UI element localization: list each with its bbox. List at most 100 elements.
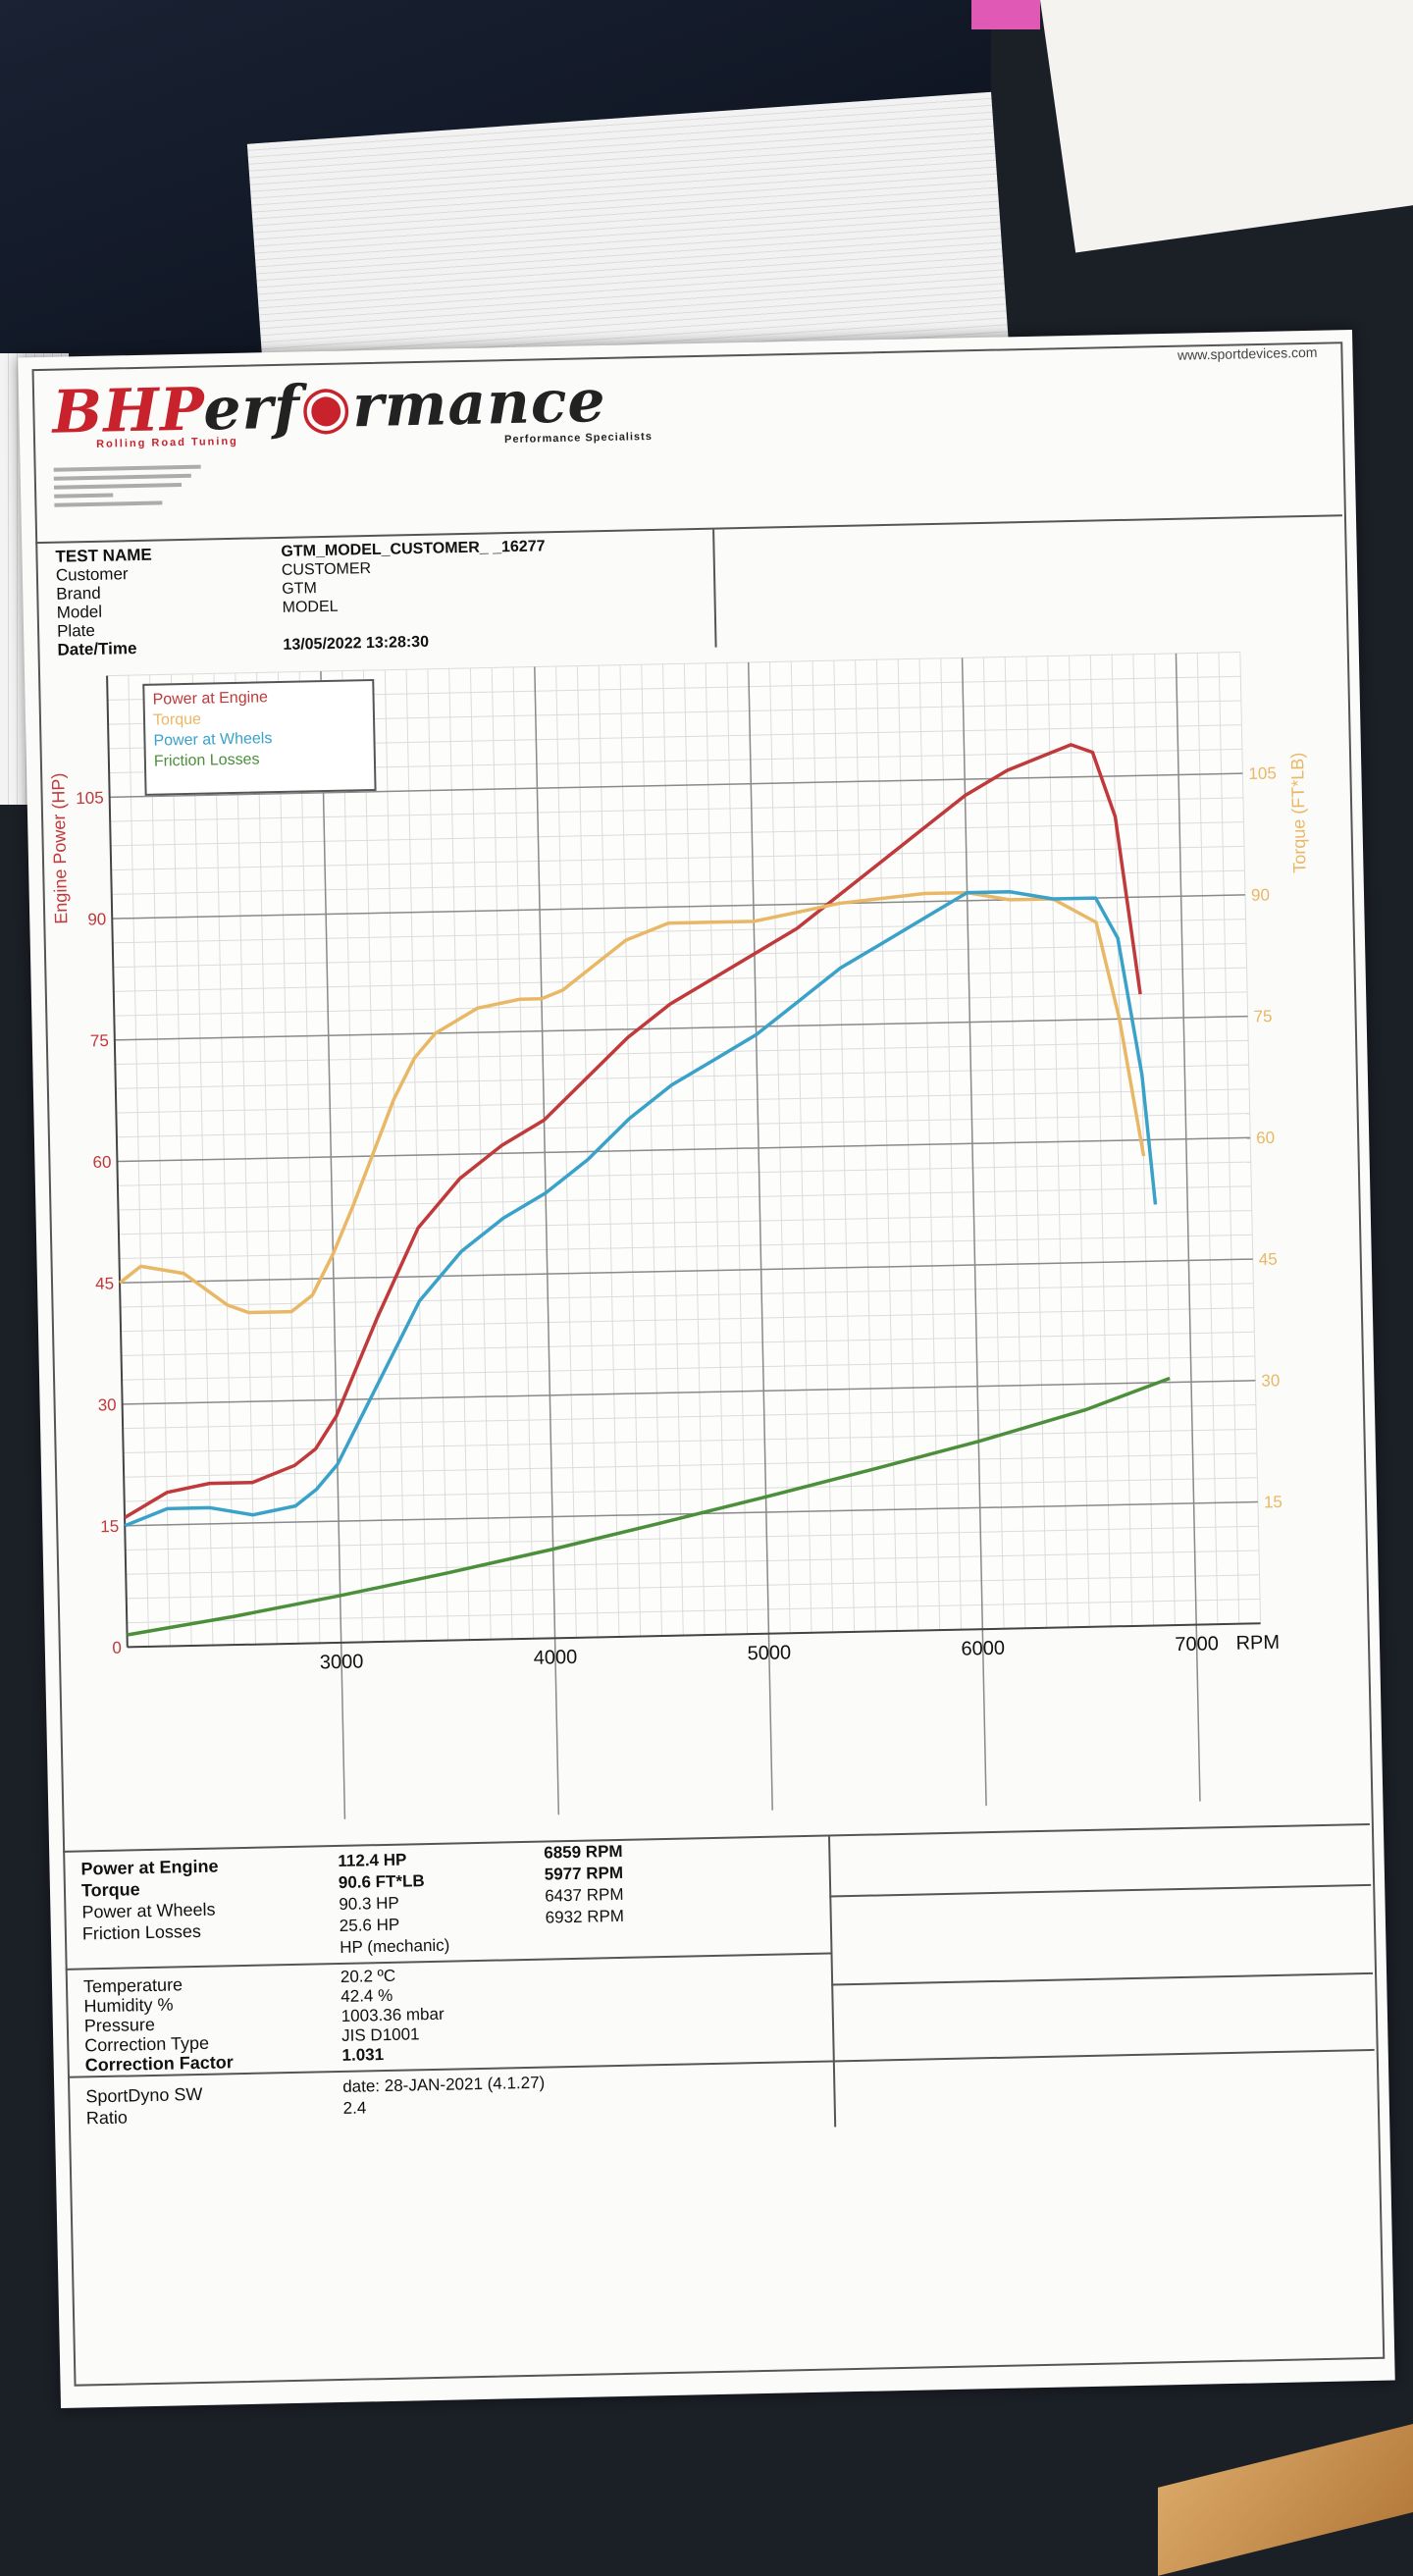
y-tick-label: 105: [76, 788, 104, 808]
value-ratio: 2.4: [342, 2098, 367, 2118]
value-torque: 90.6 FT*LB: [338, 1871, 425, 1892]
grid-minor-y: [123, 1428, 1257, 1453]
grid-minor-y: [117, 1161, 1251, 1186]
grid-minor-y: [122, 1355, 1255, 1381]
x-tick-label: 3000: [320, 1651, 364, 1673]
label-model: Model: [56, 602, 103, 622]
grid-major-y: [109, 772, 1243, 799]
label-brand: Brand: [56, 583, 101, 604]
value-software: date: 28-JAN-2021 (4.1.27): [342, 2073, 546, 2096]
wood-edge: [1158, 2424, 1413, 2576]
grid-minor-y: [121, 1307, 1254, 1333]
grid-major-x: [534, 666, 560, 1815]
rpm-power-engine: 6859 RPM: [544, 1841, 623, 1863]
rpm-power-wheels: 6437 RPM: [545, 1884, 624, 1906]
x-unit-label: RPM: [1235, 1632, 1280, 1655]
grid-minor-y: [114, 991, 1248, 1017]
value-friction: 25.6 HP: [339, 1915, 400, 1935]
grid-minor-y: [110, 797, 1243, 822]
label-software: SportDyno SW: [85, 2083, 203, 2107]
value-datetime: 13/05/2022 13:28:30: [283, 633, 430, 654]
label-datetime: Date/Time: [57, 638, 137, 659]
grid-minor-y: [116, 1088, 1250, 1114]
grid-major-y: [122, 1380, 1256, 1405]
y-tick-label: 15: [100, 1517, 119, 1536]
grid-minor-y: [119, 1234, 1253, 1260]
y-axis: [106, 675, 129, 1648]
y2-tick-label: 30: [1261, 1371, 1280, 1390]
value-brand: GTM: [282, 580, 317, 598]
grid-minor-y: [115, 1064, 1249, 1089]
grid-minor-y: [124, 1452, 1257, 1478]
value-test-name: GTM_MODEL_CUSTOMER_ _16277: [281, 538, 546, 560]
y-tick-label: 90: [87, 910, 106, 928]
x-tick-label: 6000: [961, 1638, 1005, 1660]
series-line-0: [124, 743, 1142, 1519]
grid-minor-y: [123, 1404, 1256, 1430]
label-customer: Customer: [55, 564, 129, 585]
logo-dial-icon: ◉: [299, 372, 354, 443]
y2-tick-label: 75: [1253, 1007, 1272, 1025]
logo-part-2: erf: [202, 373, 301, 445]
label-power-engine: Power at Engine: [80, 1856, 219, 1879]
label-ratio: Ratio: [85, 2107, 129, 2129]
rpm-torque: 5977 RPM: [544, 1863, 624, 1884]
grid-minor-y: [113, 942, 1247, 969]
grid-minor-y: [113, 967, 1247, 992]
y2-tick-label: 90: [1251, 885, 1270, 904]
grid-major-y: [114, 1015, 1248, 1041]
y-tick-label: 75: [90, 1031, 109, 1050]
y-axis-title: Engine Power (HP): [48, 772, 71, 923]
rpm-friction: 6932 RPM: [545, 1906, 625, 1927]
y2-axis-title: Torque (FT*LB): [1287, 753, 1310, 873]
label-power-wheels: Power at Wheels: [81, 1899, 216, 1922]
y-tick-label: 0: [112, 1639, 122, 1657]
x-tick-label: 7000: [1175, 1633, 1219, 1656]
pink-tab: [971, 0, 1040, 29]
grid-minor-y: [118, 1210, 1252, 1235]
grid-major-y: [117, 1136, 1251, 1163]
chart-legend: Power at Engine Torque Power at Wheels F…: [142, 678, 377, 796]
x-axis: [127, 1622, 1261, 1649]
y2-tick-label: 105: [1248, 763, 1277, 783]
grid-minor-y: [120, 1283, 1254, 1308]
grid-minor-y: [111, 869, 1245, 895]
grid-minor-y: [124, 1477, 1258, 1502]
value-power-engine: 112.4 HP: [338, 1850, 407, 1870]
series-line-3: [127, 1376, 1171, 1637]
y2-tick-label: 15: [1264, 1493, 1282, 1511]
results-table: Power at Engine 112.4 HP 6859 RPM Torque…: [63, 1822, 1377, 2167]
dyno-sheet: www.sportdevices.com BHPerf◉rmance Rolli…: [18, 329, 1395, 2409]
note-sheet: [1040, 0, 1413, 253]
grid-minor-y: [127, 1598, 1261, 1624]
dyno-chart: 0 15 30 45 60 75 90 105 15 30 45 60 75 90 105 3000 4000 5…: [48, 651, 1310, 1819]
value-model: MODEL: [282, 598, 339, 616]
series-line-2: [124, 889, 1158, 1528]
logo-part-3: rmance: [351, 366, 607, 442]
grid-minor-y: [125, 1525, 1259, 1551]
grid-minor-y: [115, 1039, 1249, 1066]
grid-major-y: [120, 1258, 1253, 1285]
y-tick-label: 45: [95, 1274, 114, 1292]
grid-minor-y: [107, 651, 1240, 677]
x-tick-label: 4000: [534, 1647, 578, 1669]
company-address: [53, 459, 251, 512]
y-tick-label: 30: [98, 1395, 117, 1414]
grid-minor-y: [116, 1113, 1250, 1138]
grid-minor-y: [126, 1550, 1260, 1575]
grid-minor-y: [118, 1185, 1252, 1211]
grid-major-x: [1175, 653, 1201, 1802]
grid-minor-y: [121, 1331, 1255, 1356]
x-tick-label: 5000: [747, 1642, 791, 1664]
website-text: www.sportdevices.com: [1177, 343, 1318, 363]
y2-tick-label: 60: [1256, 1129, 1275, 1147]
grid-minor-y: [126, 1574, 1260, 1600]
label-correction-factor: Correction Factor: [84, 2052, 234, 2076]
label-plate: Plate: [56, 620, 96, 641]
value-hp-mechanic: HP (mechanic): [340, 1935, 450, 1957]
y-tick-label: 60: [92, 1153, 111, 1172]
grid-minor-y: [110, 821, 1244, 847]
label-test-name: TEST NAME: [55, 545, 152, 566]
value-customer: CUSTOMER: [281, 559, 372, 579]
grid-major-x: [747, 661, 773, 1811]
